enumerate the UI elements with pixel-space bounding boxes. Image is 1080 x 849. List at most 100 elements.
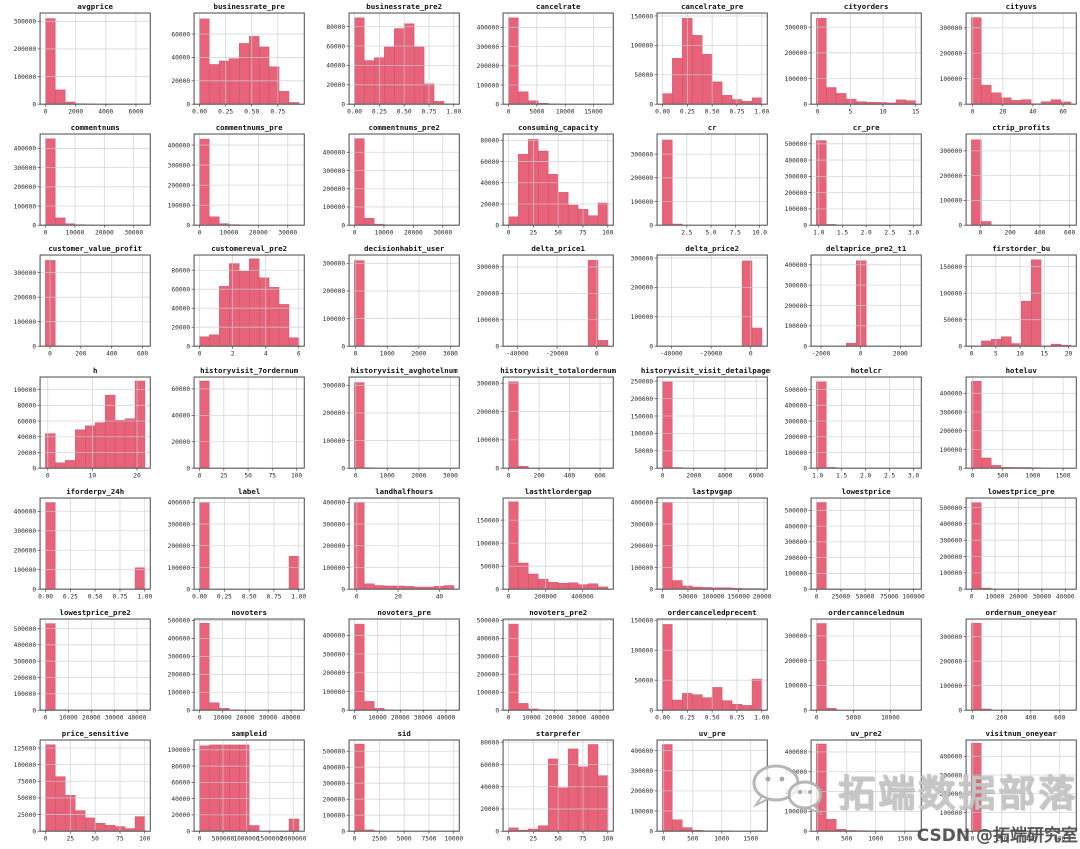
- x-tick-label: 25: [220, 472, 228, 479]
- subplot-title: sid: [397, 729, 410, 738]
- bar: [414, 47, 424, 104]
- bar: [548, 759, 558, 831]
- bar: [682, 828, 692, 832]
- y-tick-label: 60000: [172, 780, 191, 787]
- y-tick-label: 200000: [785, 303, 808, 310]
- y-tick-label: 60000: [172, 386, 191, 393]
- x-tick-label: 0: [971, 836, 975, 843]
- bar: [752, 328, 762, 346]
- y-tick-label: 60000: [172, 287, 191, 294]
- y-tick-label: 250000: [631, 378, 654, 385]
- y-tick-label: 100000: [631, 565, 654, 572]
- y-tick-label: 300000: [785, 24, 808, 31]
- bar: [200, 139, 210, 225]
- bar: [210, 745, 220, 831]
- y-tick-label: 200000: [168, 672, 191, 679]
- subplot-title: delta_price2: [686, 244, 740, 253]
- bar: [1021, 302, 1031, 347]
- subplot-title: iforderpv_24h: [66, 487, 124, 496]
- y-tick-label: 0: [649, 344, 653, 351]
- y-tick-label: 200000: [322, 543, 345, 550]
- y-tick-label: 100000: [939, 76, 962, 83]
- y-tick-label: 200000: [785, 50, 808, 57]
- y-tick-label: 100000: [939, 570, 962, 577]
- x-tick-label: 10000: [59, 715, 78, 722]
- plot-border: [657, 377, 767, 468]
- y-tick-label: 100000: [939, 810, 962, 817]
- bar: [200, 19, 210, 104]
- y-tick-label: 200000: [785, 658, 808, 665]
- y-tick-label: 300000: [14, 270, 37, 277]
- x-tick-label: 10000: [66, 230, 85, 237]
- bar: [598, 203, 608, 225]
- bar: [105, 826, 115, 832]
- y-tick-label: 40000: [326, 63, 345, 70]
- x-tick-label: 20000: [545, 715, 564, 722]
- y-tick-label: 400000: [785, 523, 808, 530]
- x-tick-label: 7.5: [730, 230, 741, 237]
- x-tick-label: 30000: [433, 230, 452, 237]
- x-tick-label: 500: [842, 836, 853, 843]
- y-tick-label: 200000: [631, 285, 654, 292]
- x-tick-label: 2000: [411, 351, 426, 358]
- x-tick-label: 10: [89, 472, 97, 479]
- bar: [752, 679, 762, 710]
- bar: [239, 43, 249, 104]
- x-tick-label: 15000: [584, 109, 603, 116]
- x-tick-label: 10: [880, 109, 888, 116]
- x-tick-label: 6000: [128, 109, 143, 116]
- y-tick-label: 0: [495, 344, 499, 351]
- x-tick-label: 4: [264, 351, 268, 358]
- y-tick-label: 200000: [322, 410, 345, 417]
- y-tick-label: 200000: [322, 670, 345, 677]
- bar: [548, 582, 558, 589]
- x-tick-label: 3000: [443, 472, 458, 479]
- y-tick-label: 0: [958, 708, 962, 715]
- bar: [538, 579, 548, 589]
- x-tick-label: 0: [198, 472, 202, 479]
- y-tick-label: 100000: [14, 691, 37, 698]
- x-tick-label: 0.00: [192, 594, 207, 601]
- y-tick-label: 200000: [785, 190, 808, 197]
- x-tick-label: 0.75: [271, 109, 286, 116]
- subplot-title: deltaprice_pre2_t1: [826, 244, 907, 253]
- y-tick-label: 400000: [14, 642, 37, 649]
- subplot-title: avgprice: [77, 2, 113, 11]
- y-tick-label: 60000: [480, 159, 499, 166]
- subplot-title: delta_price1: [531, 244, 585, 253]
- bar: [65, 460, 75, 468]
- x-tick-label: -40000: [660, 351, 683, 358]
- x-tick-label: 600: [137, 351, 148, 358]
- y-tick-label: 0: [187, 344, 191, 351]
- x-tick-label: 30000: [413, 715, 432, 722]
- y-tick-label: 0: [341, 223, 345, 230]
- subplot-title: starprefer: [536, 729, 581, 738]
- plot-border: [811, 498, 921, 589]
- y-tick-label: 20000: [172, 439, 191, 446]
- bar: [85, 818, 95, 831]
- bar: [125, 418, 135, 468]
- x-tick-label: 200: [996, 715, 1007, 722]
- x-tick-label: 0: [595, 351, 599, 358]
- y-tick-label: 0: [187, 223, 191, 230]
- y-tick-label: 40000: [172, 55, 191, 62]
- y-tick-label: 100000: [168, 203, 191, 210]
- plot-border: [657, 134, 767, 225]
- bar: [75, 811, 85, 832]
- subplot-title: lowestprice_pre2: [60, 608, 131, 617]
